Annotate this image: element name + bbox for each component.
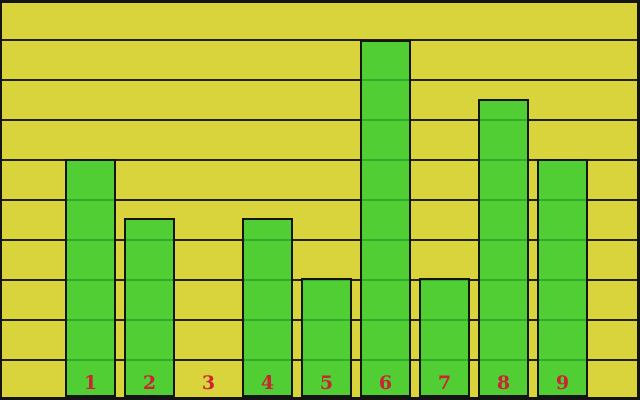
category-label-1: 1 xyxy=(83,372,98,394)
bar-6 xyxy=(360,40,411,397)
bar-4 xyxy=(242,218,293,397)
category-label-7: 7 xyxy=(437,372,452,394)
bar-8 xyxy=(478,99,529,397)
bar-1 xyxy=(65,159,116,397)
category-label-9: 9 xyxy=(555,372,570,394)
gridline xyxy=(0,119,640,121)
bar-9 xyxy=(537,159,588,397)
chart-border-right xyxy=(637,0,640,400)
bar-7 xyxy=(419,278,470,397)
chart-border-left xyxy=(0,0,2,400)
gridline xyxy=(0,79,640,81)
gridline xyxy=(0,159,640,161)
chart-border-top xyxy=(0,0,640,3)
category-label-8: 8 xyxy=(496,372,511,394)
category-label-3: 3 xyxy=(201,372,216,394)
bar-5 xyxy=(301,278,352,397)
category-label-5: 5 xyxy=(319,372,334,394)
category-label-2: 2 xyxy=(142,372,157,394)
category-label-6: 6 xyxy=(378,372,393,394)
gridline xyxy=(0,199,640,201)
bar-2 xyxy=(124,218,175,397)
category-label-4: 4 xyxy=(260,372,275,394)
gridline xyxy=(0,239,640,241)
chart-border-bottom xyxy=(0,397,640,400)
gridline xyxy=(0,39,640,41)
